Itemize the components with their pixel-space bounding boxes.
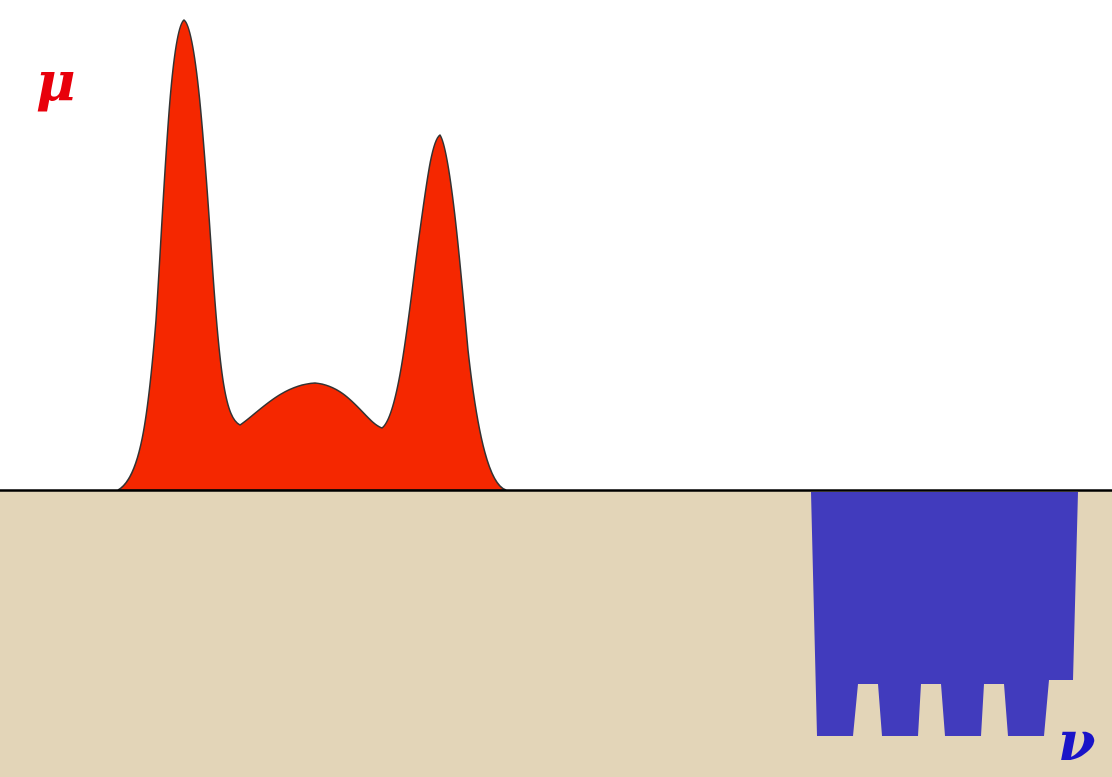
source-distribution-mound (117, 19, 507, 491)
target-distribution-pit (811, 492, 1078, 736)
source-label: μ (36, 49, 76, 113)
target-label: ν (1058, 709, 1095, 773)
